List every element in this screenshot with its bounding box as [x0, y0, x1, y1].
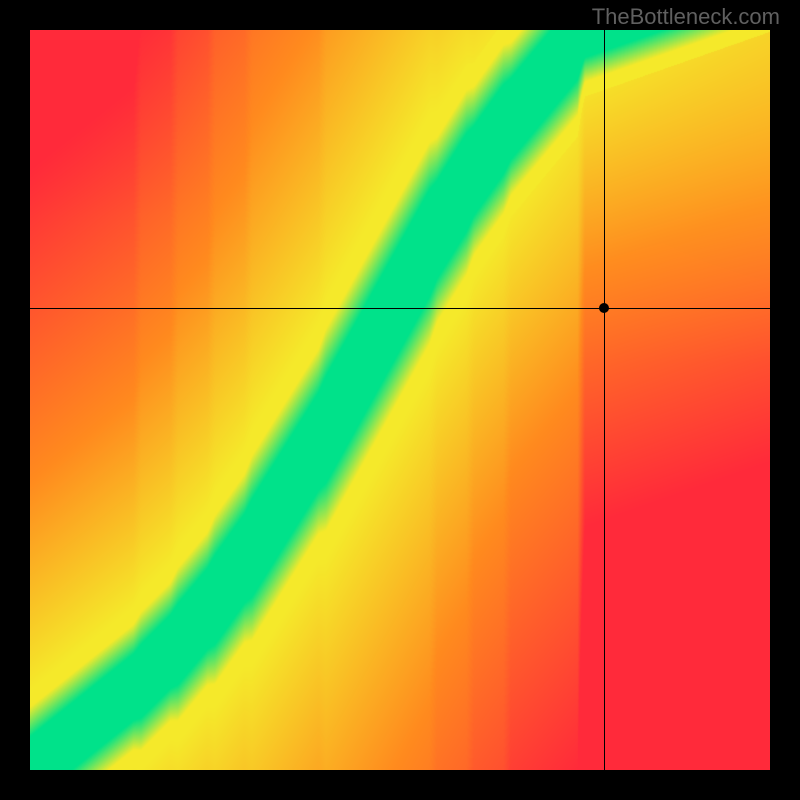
- crosshair-vertical: [604, 30, 605, 770]
- plot-area: [30, 30, 770, 770]
- crosshair-marker: [599, 303, 609, 313]
- crosshair-horizontal: [30, 308, 770, 309]
- watermark-text: TheBottleneck.com: [592, 4, 780, 30]
- heatmap-canvas: [30, 30, 770, 770]
- chart-container: TheBottleneck.com: [0, 0, 800, 800]
